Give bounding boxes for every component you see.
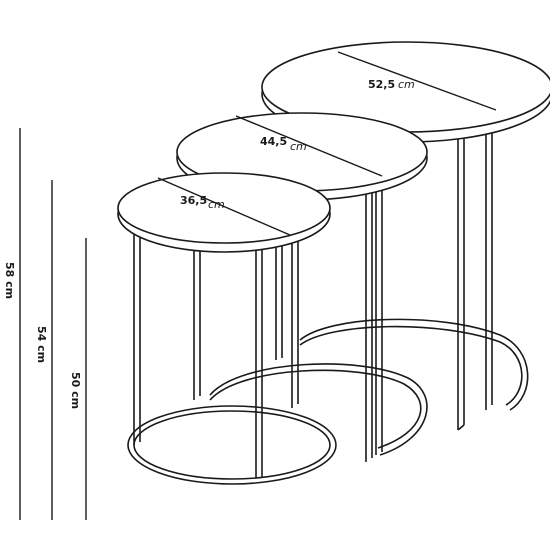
- small-table-diameter-value: 36,5: [180, 194, 207, 207]
- small-table-diameter-unit: cm: [208, 198, 225, 211]
- small-table-base: [127, 405, 337, 485]
- medium-table: 44,5 cm: [176, 112, 428, 462]
- medium-table-diameter-unit: cm: [290, 140, 307, 153]
- height-58-label: 58 cm: [3, 262, 16, 299]
- large-table-diameter-line: [337, 51, 497, 111]
- large-table-diameter-unit: cm: [398, 78, 415, 91]
- small-table-diameter-line: [157, 177, 291, 236]
- small-table: 36,5 cm: [117, 172, 337, 485]
- medium-table-base: [209, 363, 428, 456]
- large-table-diameter-value: 52,5: [368, 78, 395, 91]
- large-table-base: [299, 318, 529, 411]
- medium-table-diameter-line: [235, 115, 383, 177]
- height-dimensions: 58 cm 54 cm 50 cm: [3, 128, 87, 520]
- medium-table-diameter-value: 44,5: [260, 135, 287, 148]
- large-table: 52,5 cm: [261, 41, 550, 431]
- height-54-label: 54 cm: [35, 326, 48, 363]
- height-50-label: 50 cm: [69, 372, 82, 409]
